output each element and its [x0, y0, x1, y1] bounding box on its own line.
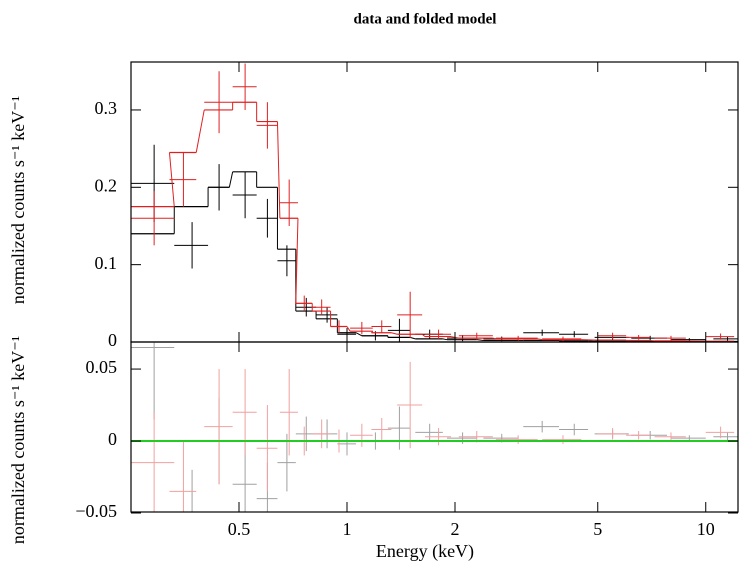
axes-frame	[130, 341, 739, 513]
model-step-riser	[295, 218, 299, 304]
y-tick-label: 0.2	[95, 175, 118, 195]
y-tick-label: −0.05	[75, 501, 117, 521]
x-tick-label: 2	[450, 519, 459, 539]
model-step-riser	[537, 338, 543, 341]
x-tick-label: 5	[593, 519, 602, 539]
model-step-riser	[195, 109, 205, 153]
model-step-riser	[492, 337, 496, 340]
x-tick-label: 0.5	[228, 519, 251, 539]
model-step-riser	[476, 339, 484, 341]
model-step-riser	[391, 332, 398, 335]
axes-frame	[130, 61, 739, 343]
y-tick-label: 0	[108, 330, 117, 350]
model-step-riser	[421, 333, 426, 337]
y-tick-label: 0.3	[95, 98, 118, 118]
y-axis-label: normalized counts s⁻¹ keV⁻¹	[8, 96, 28, 304]
model-step-riser	[276, 121, 281, 219]
model-step-riser	[346, 326, 351, 332]
model-step-riser	[228, 171, 234, 188]
model-step-riser	[442, 338, 448, 341]
y-axis-label: normalized counts s⁻¹ keV⁻¹	[8, 336, 28, 544]
plot-area	[131, 342, 738, 512]
x-tick-label: 1	[342, 519, 351, 539]
model-step-riser	[168, 152, 175, 207]
plot-area	[131, 63, 738, 342]
model-step-riser	[410, 336, 416, 340]
x-tick-label: 10	[697, 519, 715, 539]
y-tick-label: 0.05	[86, 357, 118, 377]
y-tick-label: 0.1	[95, 253, 118, 273]
x-axis-label: Energy (keV)	[376, 541, 474, 562]
y-tick-label: 0	[108, 429, 117, 449]
model-step-riser	[355, 332, 363, 337]
chart-title: data and folded model	[354, 11, 497, 27]
